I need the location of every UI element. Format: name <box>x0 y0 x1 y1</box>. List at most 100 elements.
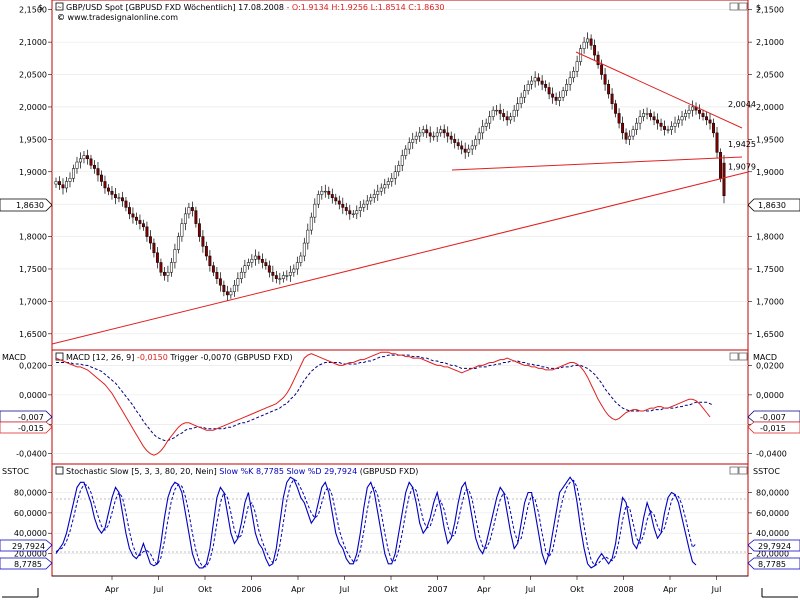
candle <box>635 117 639 135</box>
macd-minimize-button[interactable] <box>729 352 739 361</box>
candle-body <box>680 116 684 121</box>
stoch-y-axis: 80,0000 80,0000 60,0000 60,0000 40,0000 40,00… <box>14 489 789 559</box>
candle-body <box>362 203 366 208</box>
candle-body <box>614 103 618 114</box>
price-tick-label-left: 1,9500 <box>19 135 47 144</box>
price-badge-right-text: 1,8630 <box>758 201 786 210</box>
candle <box>666 125 670 134</box>
candle <box>512 105 516 122</box>
price-badge-left-shape <box>0 198 53 212</box>
candle <box>187 202 191 219</box>
candle-body <box>260 259 264 263</box>
candle <box>292 264 296 277</box>
candle <box>572 66 576 83</box>
candle-body <box>533 77 537 82</box>
candle <box>467 144 471 157</box>
time-tick-label: Jul <box>525 585 536 594</box>
candle <box>334 193 338 205</box>
main-y-axis: 2,1500 2,1500 2,1000 2,1000 2,0500 2,0500 2,00… <box>19 6 784 339</box>
price-candles <box>54 32 726 301</box>
candle <box>435 127 439 142</box>
stoch-d-text: Slow %D 29,7924 <box>287 467 358 476</box>
candle <box>663 120 666 136</box>
stoch-title-text: Stochastic Slow [5, 3, 3, 80, 20, Nein] <box>66 467 217 476</box>
candle <box>502 108 506 122</box>
macd-tick-label-left: 0,0000 <box>19 391 47 400</box>
candle-body <box>351 213 355 215</box>
candle-body <box>414 135 418 140</box>
candle <box>687 105 691 119</box>
candle-body <box>180 223 184 237</box>
price-badge-right-shape <box>747 198 800 212</box>
stoch-window-buttons[interactable] <box>729 466 748 475</box>
macd-tick-label-right: 0,0000 <box>756 391 784 400</box>
candle <box>607 79 611 99</box>
candle <box>124 197 128 212</box>
price-tick-label-right: 2,1500 <box>756 6 784 15</box>
candle-body <box>624 132 628 140</box>
candle-body <box>456 142 460 147</box>
candle <box>201 230 205 253</box>
price-tick-label-left: 1,9000 <box>19 168 47 177</box>
candle-body <box>173 249 177 263</box>
candle-body <box>600 64 604 75</box>
candle-body <box>719 152 722 179</box>
trigger-badge-left-text: -0,007 <box>18 413 44 422</box>
candle <box>131 207 135 224</box>
price-tick-label-left: 2,0000 <box>19 103 47 112</box>
candle-body <box>677 119 680 124</box>
main-window-buttons[interactable] <box>729 2 748 11</box>
macd-line <box>55 351 711 456</box>
main-minimize-button[interactable] <box>729 2 739 11</box>
price-tick-label-left: 1,6500 <box>19 330 47 339</box>
price-tick-label-right: 1,7000 <box>756 297 784 306</box>
candle <box>138 214 142 230</box>
candle-body <box>505 116 509 121</box>
macd-close-button[interactable] <box>738 352 748 361</box>
instrument-icon: ~ <box>57 4 62 11</box>
candle <box>320 186 324 200</box>
main-header: ~ GBP/USD Spot [GBPUSD FXD Wöchentlich] … <box>55 2 445 22</box>
candle <box>246 258 250 270</box>
candle <box>152 238 156 258</box>
stoch-minimize-button[interactable] <box>729 466 739 475</box>
candle <box>225 285 229 301</box>
candle-body <box>337 200 341 205</box>
candle-body <box>411 139 415 143</box>
time-tick-label: Apr <box>291 585 306 594</box>
candle-body <box>558 96 562 101</box>
stoch-source-text: (GBPUSD FXD) <box>360 467 419 476</box>
candle <box>418 127 422 142</box>
price-badge-right: 1,8630 <box>747 198 800 212</box>
price-tick-label-right: 2,1000 <box>756 38 784 47</box>
candle <box>537 73 541 86</box>
macd-axis-name-right: MACD <box>753 353 777 362</box>
stoch-badges-left: 29,7924 8,7785 <box>0 539 53 570</box>
candle <box>565 79 569 96</box>
main-grid <box>52 9 748 335</box>
candle-body <box>330 194 334 198</box>
candle-body <box>323 190 327 193</box>
macd-window-buttons[interactable] <box>729 352 748 361</box>
candle <box>488 110 492 129</box>
macd-title-text: MACD [12, 26, 9] <box>66 353 134 362</box>
stoch-close-button[interactable] <box>738 466 748 475</box>
candle <box>355 205 359 220</box>
candle <box>162 267 166 281</box>
candle <box>302 237 306 262</box>
candle <box>288 265 292 282</box>
time-scroll-handle-left[interactable] <box>2 588 39 598</box>
candle <box>442 124 446 139</box>
candle <box>173 243 177 269</box>
candle <box>470 140 474 155</box>
time-tick-label: Apr <box>105 585 120 594</box>
time-scroll-handle-right[interactable] <box>761 588 798 598</box>
candle <box>54 177 58 188</box>
candle <box>708 113 712 130</box>
candle-body <box>131 213 135 218</box>
candle-body <box>530 80 534 85</box>
time-tick-label: 2008 <box>613 585 633 594</box>
time-axis: Apr Jul Okt 2006 Apr Jul Okt 2007 Apr Jul Okt 2008 A… <box>105 576 721 594</box>
main-close-button[interactable] <box>738 2 748 11</box>
